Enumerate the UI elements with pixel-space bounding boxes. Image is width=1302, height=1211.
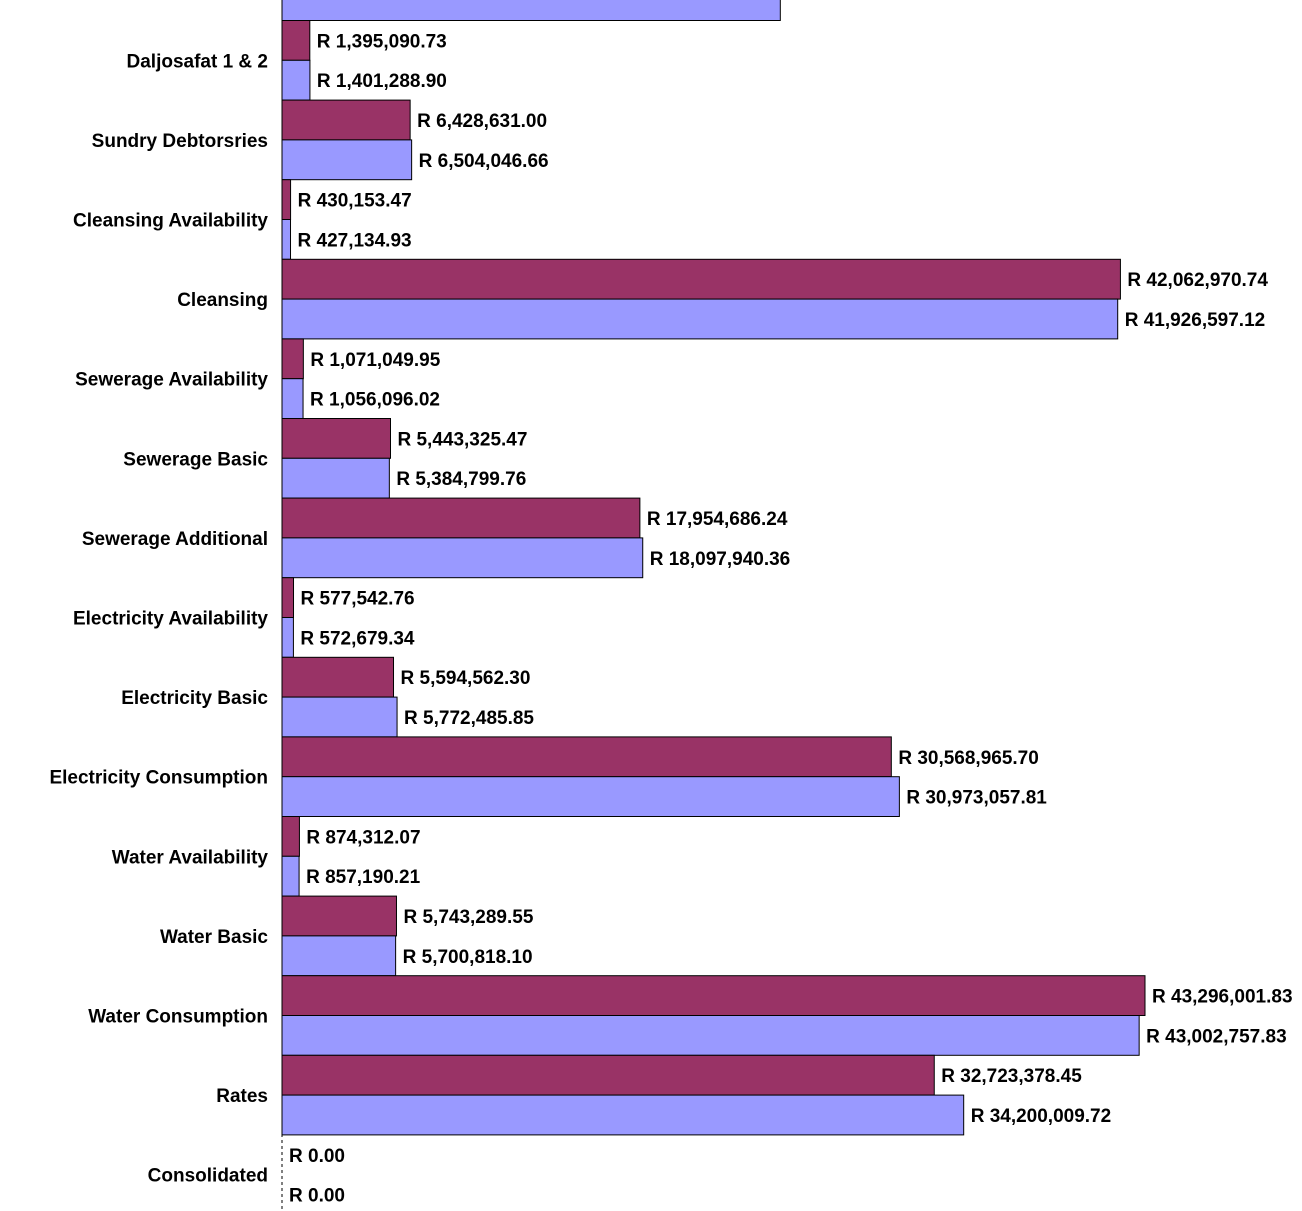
bar-series-a (282, 896, 396, 936)
data-label: R 874,312.07 (306, 827, 420, 848)
data-label: R 43,296,001.83 (1152, 987, 1293, 1008)
data-label: R 30,568,965.70 (898, 748, 1039, 769)
bar-series-a (282, 339, 303, 379)
bar-series-b (282, 697, 397, 737)
data-label: R 6,504,046.66 (419, 151, 549, 172)
category-label: Electricity Basic (121, 688, 268, 709)
data-label: R 43,002,757.83 (1146, 1026, 1287, 1047)
data-label: R 427,134.93 (298, 230, 412, 251)
bar-series-b (282, 379, 303, 419)
data-label: R 5,384,799.76 (396, 469, 526, 490)
category-label: Sewerage Basic (123, 449, 268, 470)
bar-series-a (282, 100, 410, 140)
category-label: Water Availability (112, 847, 269, 868)
category-label: Daljosafat 1 & 2 (127, 51, 269, 72)
data-label: R 5,772,485.85 (404, 708, 534, 729)
data-label: R 6,428,631.00 (417, 111, 547, 132)
data-label: R 18,097,940.36 (650, 549, 791, 570)
bar-series-a (282, 657, 394, 697)
bar-series-b (282, 936, 396, 976)
data-label: R 5,443,325.47 (397, 429, 527, 450)
category-label: Water Basic (160, 927, 268, 948)
data-label: R 1,056,096.02 (310, 390, 440, 411)
bar-series-b (282, 538, 643, 578)
bar-series-b (282, 220, 291, 260)
bar-series-a (282, 21, 310, 61)
data-label: R 577,542.76 (301, 589, 415, 610)
data-label: R 32,723,378.45 (941, 1066, 1082, 1087)
category-label: Cleansing Availability (73, 211, 268, 232)
data-label: R 0.00 (289, 1186, 345, 1207)
category-label: Sewerage Availability (75, 370, 268, 391)
bar-series-b (282, 618, 293, 658)
data-label: R 1,401,288.90 (317, 71, 447, 92)
data-label: R 5,743,289.55 (403, 907, 533, 928)
data-label: R 5,594,562.30 (401, 668, 531, 689)
data-label: R 430,153.47 (298, 191, 412, 212)
category-label: Consolidated (148, 1166, 268, 1187)
bar-series-b (282, 299, 1118, 339)
data-label: R 1,395,090.73 (317, 31, 447, 52)
data-label: R 0.00 (289, 1146, 345, 1167)
bar-series-a (282, 737, 891, 777)
bar-series-b (282, 777, 899, 817)
bar-series-a (282, 419, 390, 459)
bar-series-b (282, 60, 310, 100)
category-label: Electricity Availability (73, 609, 268, 630)
category-label: Water Consumption (88, 1007, 268, 1028)
data-label: R 857,190.21 (306, 867, 421, 888)
data-label: R 41,926,597.12 (1125, 310, 1266, 331)
bar-partial-top (282, 0, 780, 21)
bar-series-b (282, 458, 389, 498)
bar-series-b (282, 856, 299, 896)
bar-series-a (282, 578, 294, 618)
data-label: R 17,954,686.24 (647, 509, 788, 530)
bar-series-a (282, 259, 1120, 299)
data-label: R 5,700,818.10 (403, 947, 533, 968)
category-label: Sundry Debtorsries (92, 131, 268, 152)
category-label: Electricity Consumption (49, 768, 268, 789)
data-label: R 572,679.34 (300, 628, 415, 649)
bar-series-b (282, 140, 412, 180)
category-label: Sewerage Additional (82, 529, 268, 550)
data-label: R 1,071,049.95 (310, 350, 440, 371)
bar-series-b (282, 1016, 1139, 1056)
data-label: R 42,062,970.74 (1127, 270, 1268, 291)
category-label: Rates (216, 1086, 268, 1107)
category-label: Cleansing (177, 290, 268, 311)
bar-series-a (282, 976, 1145, 1016)
data-label: R 30,973,057.81 (906, 788, 1047, 809)
bar-series-a (282, 1055, 934, 1095)
bar-series-b (282, 1095, 964, 1135)
bar-series-a (282, 817, 299, 857)
bar-series-a (282, 180, 291, 220)
data-label: R 34,200,009.72 (971, 1106, 1112, 1127)
bar-series-a (282, 498, 640, 538)
